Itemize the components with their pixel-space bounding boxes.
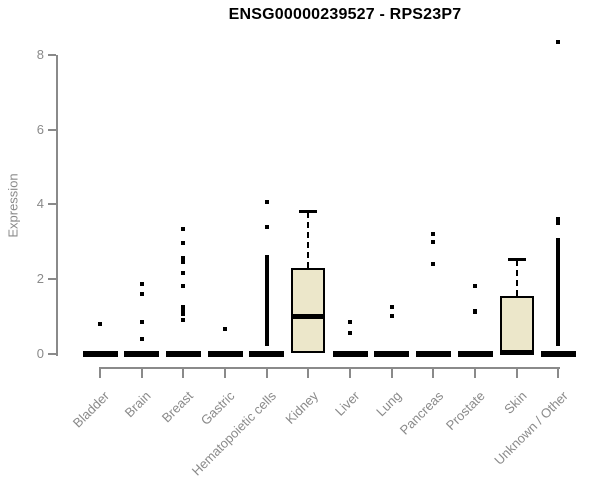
collapsed-box-bar xyxy=(540,350,576,357)
outlier-point xyxy=(556,40,561,45)
outlier-point xyxy=(264,200,269,205)
outlier-point xyxy=(389,314,394,319)
median-line xyxy=(291,313,326,319)
x-axis-tick xyxy=(99,369,101,378)
outlier-point xyxy=(556,220,561,225)
outlier-point xyxy=(264,224,269,229)
x-axis-tick xyxy=(432,369,435,378)
outlier-point xyxy=(181,260,186,265)
outlier-point xyxy=(98,321,102,326)
outlier-point xyxy=(181,271,186,276)
y-axis-tick xyxy=(48,54,56,57)
collapsed-box-bar xyxy=(165,350,201,357)
y-tick-label: 6 xyxy=(36,121,44,137)
x-axis-tick xyxy=(390,369,393,378)
x-axis-line xyxy=(99,367,561,369)
box xyxy=(499,295,534,354)
outlier-point xyxy=(139,319,144,324)
outlier-point xyxy=(139,336,144,341)
collapsed-box-bar xyxy=(207,350,243,357)
y-axis-tick xyxy=(48,277,56,280)
x-axis-tick xyxy=(224,369,227,378)
x-axis-tick xyxy=(140,369,143,378)
y-tick-label: 0 xyxy=(36,345,44,361)
outlier-point xyxy=(139,291,144,296)
upper-whisker-cap xyxy=(299,209,318,213)
x-axis-tick xyxy=(307,369,310,378)
outlier-point xyxy=(264,342,269,347)
x-axis-tick xyxy=(349,369,352,378)
y-tick-label: 4 xyxy=(36,196,44,212)
x-category-label: Lung xyxy=(373,388,405,420)
outlier-point xyxy=(556,291,561,296)
x-category-label: Gastric xyxy=(197,388,238,428)
x-category-label: Breast xyxy=(158,388,196,426)
collapsed-box-bar xyxy=(332,350,368,357)
y-axis-line xyxy=(56,55,58,356)
outlier-point xyxy=(431,232,436,237)
collapsed-box-bar xyxy=(124,350,160,357)
upper-whisker-line xyxy=(307,211,310,268)
x-category-label: Brain xyxy=(121,388,154,421)
x-axis-tick xyxy=(265,369,268,378)
outlier-point xyxy=(348,330,353,335)
y-axis-tick xyxy=(48,352,56,355)
x-category-label: Prostate xyxy=(442,388,488,434)
collapsed-box-bar xyxy=(457,350,493,357)
x-category-label: Liver xyxy=(331,388,363,419)
upper-whisker-cap xyxy=(507,258,526,262)
outlier-point xyxy=(473,310,478,315)
outlier-point xyxy=(223,327,228,332)
median-line xyxy=(499,350,534,355)
collapsed-box-bar xyxy=(415,350,451,357)
outlier-point xyxy=(181,304,186,309)
chart-title: ENSG00000239527 - RPS23P7 xyxy=(228,6,462,23)
x-category-label: Bladder xyxy=(70,388,113,431)
outlier-point xyxy=(348,319,353,324)
outlier-point xyxy=(139,282,144,287)
y-axis-tick xyxy=(48,203,56,206)
x-axis-tick xyxy=(557,369,560,378)
outlier-point xyxy=(389,304,394,309)
outlier-point xyxy=(181,226,186,231)
upper-whisker-line xyxy=(515,260,518,296)
outlier-point xyxy=(181,308,186,313)
x-axis-tick xyxy=(474,369,477,378)
collapsed-box-bar xyxy=(374,350,410,357)
y-tick-label: 2 xyxy=(36,270,44,286)
outlier-point xyxy=(431,261,436,266)
box xyxy=(291,267,326,354)
outlier-point xyxy=(181,256,186,261)
x-category-label: Unknown / Other xyxy=(491,388,571,468)
x-category-label: Skin xyxy=(500,388,530,417)
x-axis-tick xyxy=(182,369,185,378)
x-axis-tick xyxy=(515,369,518,378)
x-category-label: Kidney xyxy=(281,388,321,427)
x-category-label: Pancreas xyxy=(396,388,446,438)
outlier-point xyxy=(431,239,436,244)
outlier-point xyxy=(181,284,186,289)
collapsed-box-bar xyxy=(82,350,118,357)
y-tick-label: 8 xyxy=(36,47,44,63)
outlier-point xyxy=(181,317,186,322)
outlier-point xyxy=(556,342,561,347)
outlier-point xyxy=(181,312,186,317)
outlier-point xyxy=(181,241,186,246)
outlier-point xyxy=(473,284,478,289)
y-axis-tick xyxy=(48,128,56,131)
collapsed-box-bar xyxy=(249,350,285,357)
